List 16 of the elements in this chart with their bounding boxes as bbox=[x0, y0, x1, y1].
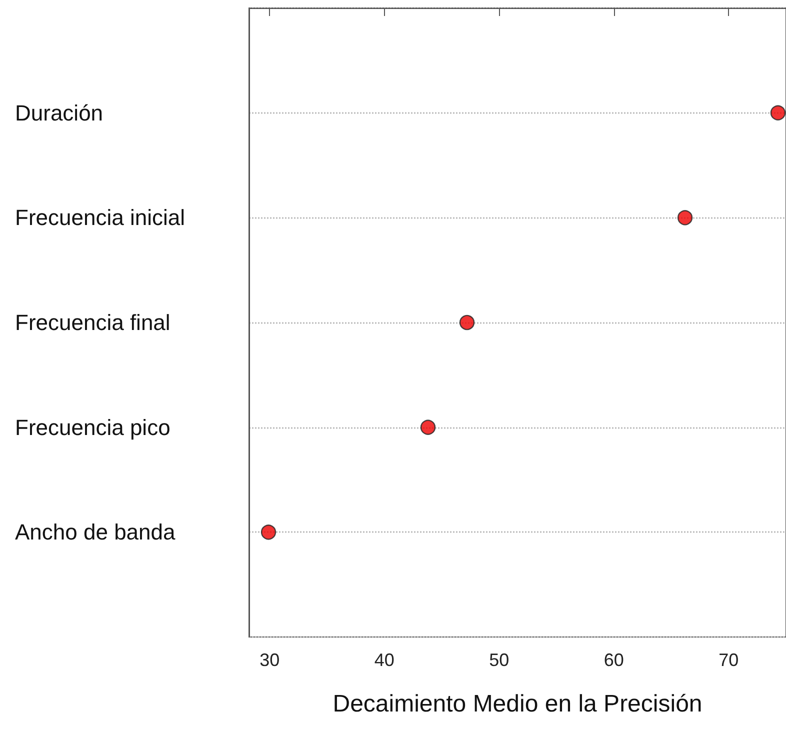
x-tick-label: 60 bbox=[604, 650, 624, 670]
x-tick-label: 50 bbox=[489, 650, 510, 670]
y-tick-label: Frecuencia inicial bbox=[15, 205, 185, 230]
point bbox=[770, 105, 786, 120]
x-tick-label: 70 bbox=[718, 650, 739, 670]
point bbox=[677, 210, 693, 226]
y-tick-label: Duración bbox=[15, 100, 104, 126]
x-tick-label: 30 bbox=[260, 650, 280, 670]
y-tick-label: Ancho de banda bbox=[15, 520, 176, 545]
point bbox=[260, 524, 276, 540]
point bbox=[459, 314, 475, 330]
y-tick-label: Frecuencia final bbox=[15, 310, 170, 335]
x-tick-label: 40 bbox=[374, 650, 394, 670]
point bbox=[420, 420, 436, 435]
x-axis-title: Decaimiento Medio en la Precisión bbox=[332, 690, 702, 718]
y-tick-label: Frecuencia pico bbox=[15, 414, 170, 440]
